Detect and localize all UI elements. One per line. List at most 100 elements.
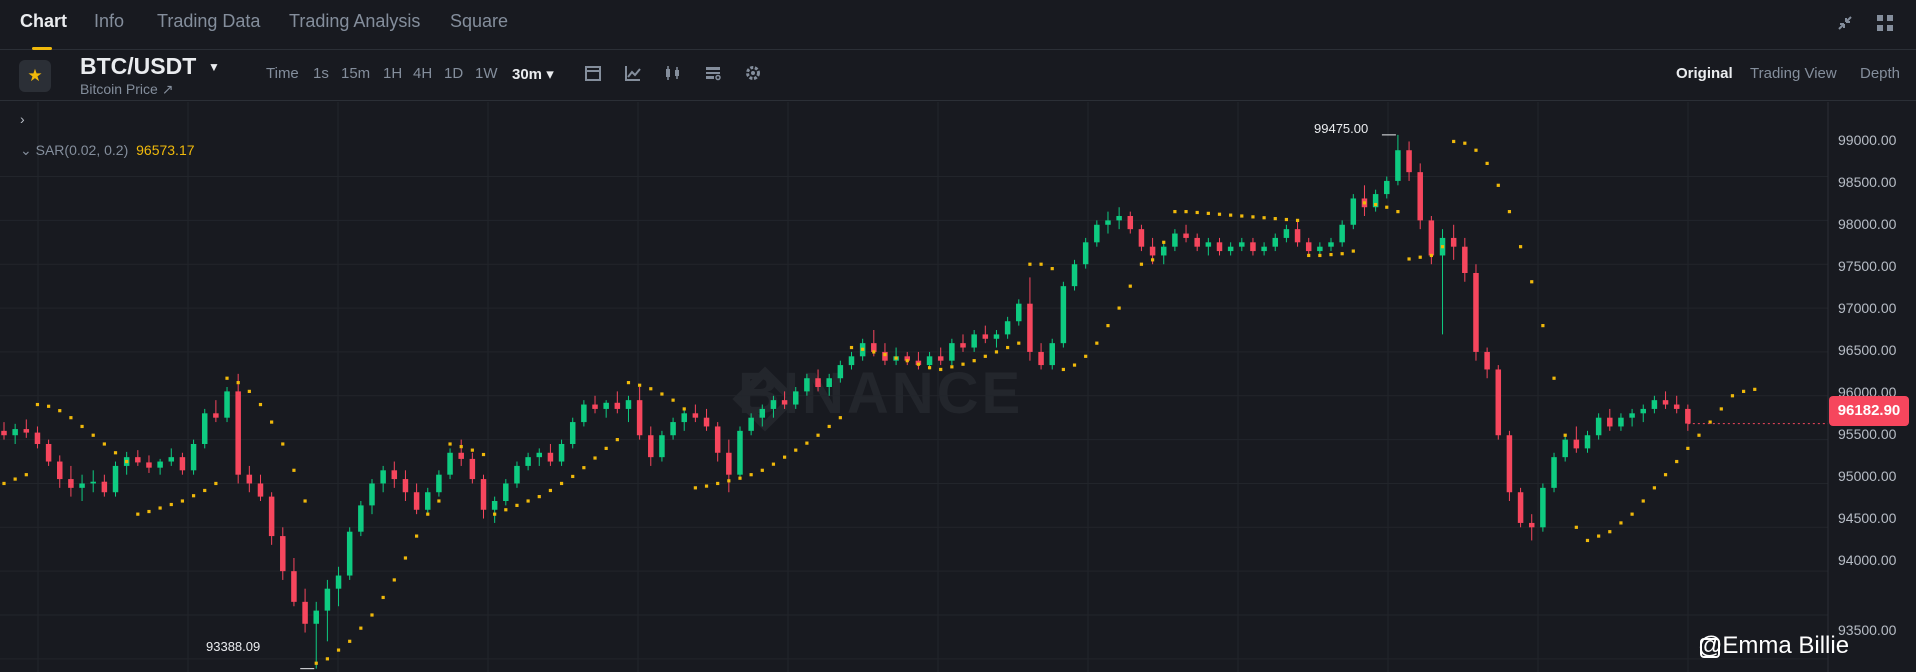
sar-dot	[1530, 280, 1534, 284]
timeframe-4h[interactable]: 4H	[413, 65, 433, 82]
timeframe-15m[interactable]: 15m	[341, 65, 371, 82]
collapse-icon[interactable]	[1835, 14, 1855, 34]
author-credit: @Emma Billie	[1698, 632, 1850, 659]
candle	[1016, 303, 1022, 322]
sar-dot	[1418, 255, 1422, 259]
star-icon[interactable]: ★	[19, 60, 51, 92]
sar-dot	[437, 499, 441, 503]
timeframe-1w[interactable]: 1W	[475, 65, 498, 82]
candle	[1261, 246, 1267, 252]
candle	[1138, 229, 1145, 247]
sar-dot	[191, 494, 196, 498]
candle	[558, 444, 565, 462]
candle	[1060, 286, 1067, 344]
bitcoin-price-link[interactable]: Bitcoin Price ↗	[80, 81, 174, 97]
chevron-down-icon[interactable]: ⌄	[20, 142, 32, 158]
timeframe-30m[interactable]: 30m ▾	[512, 66, 554, 83]
sar-dot	[1697, 433, 1701, 437]
candle	[1417, 172, 1423, 221]
sar-indicator-legend[interactable]: ⌄ SAR(0.02, 0.2) 96573.17	[20, 142, 195, 159]
candle	[648, 435, 654, 458]
candle	[413, 492, 420, 510]
sar-dot	[80, 424, 84, 429]
sar-dot	[236, 381, 240, 385]
sar-value: 96573.17	[136, 142, 195, 158]
candle	[291, 571, 297, 602]
sar-dot	[1496, 183, 1500, 187]
candle	[346, 531, 353, 576]
candle	[302, 601, 308, 624]
caret-down-icon[interactable]: ▼	[208, 60, 220, 74]
candle	[1495, 369, 1502, 436]
sar-dot	[682, 407, 686, 411]
candle	[514, 465, 520, 484]
candle	[614, 402, 621, 409]
candle	[57, 461, 63, 480]
sar-dot	[704, 484, 709, 488]
candle	[826, 378, 832, 387]
sar-dot	[1150, 258, 1155, 262]
layout-icon[interactable]	[704, 64, 722, 82]
indicator-icon[interactable]	[624, 64, 642, 82]
sar-dot	[1507, 210, 1512, 214]
sar-dot	[983, 354, 987, 358]
tab-info[interactable]: Info	[94, 11, 125, 31]
candle	[90, 481, 96, 484]
top-nav: Chart Info Trading Data Trading Analysis…	[0, 0, 1916, 50]
sar-dot	[180, 499, 185, 503]
candle	[1506, 435, 1513, 493]
candle	[1105, 220, 1111, 225]
candle	[1038, 351, 1044, 366]
pair-selector[interactable]: BTC/USDT	[80, 53, 197, 79]
candle	[34, 432, 41, 444]
sar-dot	[1552, 376, 1556, 380]
sar-dot	[1229, 213, 1233, 217]
view-original[interactable]: Original	[1676, 65, 1733, 82]
grid-icon[interactable]	[1875, 14, 1895, 34]
candle	[1205, 242, 1212, 247]
candlestick-chart[interactable]	[0, 102, 1916, 672]
y-tick: 94000.00	[1838, 552, 1897, 568]
candle	[503, 483, 509, 501]
timeframe-1s[interactable]: 1s	[313, 65, 329, 82]
sar-dot	[459, 445, 463, 449]
candle	[1149, 246, 1156, 256]
candle	[882, 351, 888, 361]
timeframe-1d[interactable]: 1D	[444, 65, 464, 82]
tab-square[interactable]: Square	[450, 11, 509, 31]
candle-type-icon[interactable]	[664, 64, 682, 82]
sar-dot	[448, 442, 452, 446]
candle	[335, 575, 342, 589]
candle	[625, 400, 632, 409]
tab-trading-analysis[interactable]: Trading Analysis	[289, 11, 421, 31]
candle	[1673, 404, 1680, 409]
y-tick: 99000.00	[1838, 132, 1897, 148]
sar-dot	[1284, 217, 1289, 222]
candle	[726, 452, 732, 475]
candle	[1428, 220, 1435, 256]
settings-icon[interactable]	[744, 64, 762, 82]
candle	[1384, 180, 1390, 195]
candle	[112, 465, 119, 493]
sar-dot	[136, 512, 140, 516]
tab-trading-data[interactable]: Trading Data	[157, 11, 261, 31]
sar-dot	[169, 502, 173, 507]
timeframe-1h[interactable]: 1H	[383, 65, 403, 82]
tab-chart[interactable]: Chart	[20, 11, 68, 31]
view-trading-view[interactable]: Trading View	[1750, 65, 1837, 82]
candle	[1216, 242, 1223, 252]
sar-dot	[381, 595, 385, 600]
candle	[179, 457, 186, 471]
candle	[1127, 216, 1134, 230]
view-depth[interactable]: Depth	[1860, 65, 1901, 82]
candle	[837, 365, 844, 379]
sar-dot	[1329, 252, 1333, 257]
chart-area[interactable]: BINANCE › ⌄ SAR(0.02, 0.2) 96573.17 9900…	[0, 102, 1916, 672]
expand-icon[interactable]: ›	[20, 111, 25, 127]
candle	[369, 483, 375, 506]
timeframe-time[interactable]: Time	[266, 65, 299, 82]
sar-dot	[1251, 215, 1255, 219]
sar-dot	[827, 424, 831, 429]
sar-dot	[47, 404, 51, 408]
calendar-icon[interactable]	[584, 64, 602, 82]
